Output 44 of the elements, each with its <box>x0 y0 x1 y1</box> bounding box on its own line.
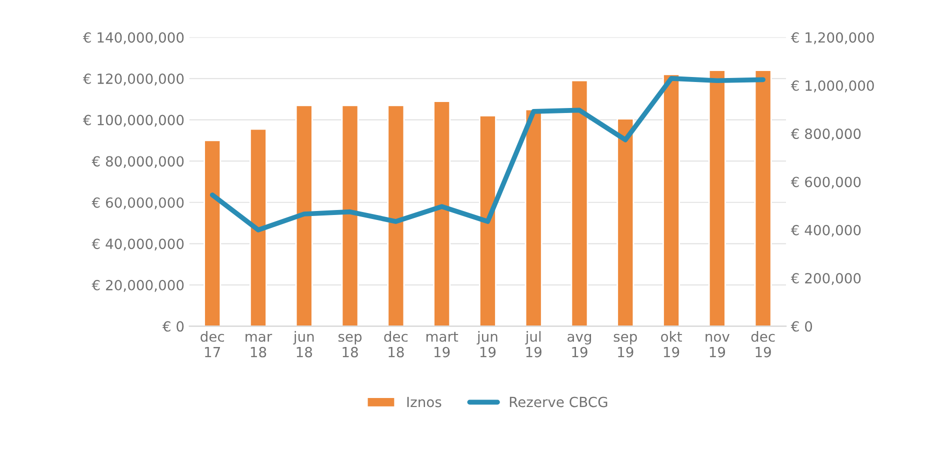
bar <box>708 70 726 326</box>
x-tick-label: avg 19 <box>568 334 591 358</box>
bar <box>478 115 496 326</box>
legend-label: Rezerve CBCG <box>510 396 608 408</box>
x-tick-label: jun 18 <box>293 331 314 358</box>
x-tick-label: sep 18 <box>338 334 362 358</box>
bar <box>616 118 634 326</box>
legend-label: Iznos <box>407 396 442 408</box>
bar <box>524 108 542 326</box>
y2-tick-label: € 400,000 <box>790 224 861 237</box>
x-tick-label: dec 17 <box>200 331 224 358</box>
x-tick-label: sep 19 <box>614 334 637 358</box>
y2-tick-label: € 1,000,000 <box>790 80 874 92</box>
y-tick-label: € 0 <box>162 321 184 332</box>
bar <box>387 104 405 326</box>
x-tick-label: mart 19 <box>426 332 458 358</box>
y2-tick-label: € 0 <box>790 321 812 332</box>
y-tick-label: € 40,000,000 <box>92 238 184 251</box>
x-tick-label: nov 19 <box>706 334 730 358</box>
y2-tick-label: € 600,000 <box>790 176 861 189</box>
y2-tick-label: € 200,000 <box>790 273 861 285</box>
x-tick-label: jul 19 <box>525 331 542 358</box>
y-tick-label: € 80,000,000 <box>92 156 184 168</box>
y-tick-label: € 100,000,000 <box>82 114 184 127</box>
y2-tick-label: € 1,200,000 <box>790 32 874 44</box>
y2-tick-label: € 800,000 <box>790 128 861 140</box>
x-tick-label: jun 19 <box>476 331 498 358</box>
bar <box>662 74 680 326</box>
x-tick-label: dec 19 <box>751 331 775 358</box>
x-tick-label: okt 19 <box>661 331 682 358</box>
x-tick-label: mar 18 <box>246 334 272 358</box>
bar <box>570 80 588 326</box>
y-tick-label: € 120,000,000 <box>82 74 184 86</box>
bar <box>204 140 222 326</box>
bar <box>250 128 267 326</box>
y-tick-label: € 140,000,000 <box>82 32 184 44</box>
y-tick-label: € 20,000,000 <box>92 280 184 292</box>
bar <box>295 104 313 326</box>
x-tick-label: dec 18 <box>384 331 408 358</box>
bar <box>341 104 359 326</box>
line-series <box>210 76 766 232</box>
bar <box>433 100 451 326</box>
y-tick-label: € 60,000,000 <box>92 197 184 210</box>
bar <box>754 70 772 326</box>
